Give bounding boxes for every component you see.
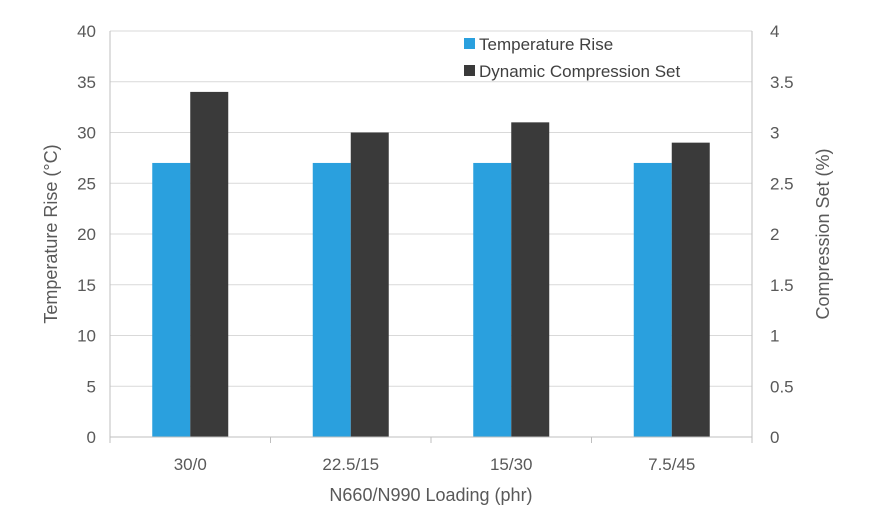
y-axis-title: Temperature Rise (°C) (41, 144, 61, 323)
y-tick-label: 15 (77, 276, 96, 295)
y-tick-label: 30 (77, 124, 96, 143)
axes (109, 31, 753, 443)
x-axis-title: N660/N990 Loading (phr) (329, 485, 532, 505)
y2-tick-label: 1 (770, 327, 779, 346)
y2-tick-label: 4 (770, 22, 779, 41)
y-tick-label: 40 (77, 22, 96, 41)
bars (152, 91, 710, 438)
y2-tick-label: 2.5 (770, 174, 794, 193)
y2-tick-label: 0.5 (770, 377, 794, 396)
bar-dynamic-compression-set (511, 122, 550, 437)
bar-dynamic-compression-set (350, 132, 389, 437)
bar-dynamic-compression-set (190, 91, 229, 438)
legend: Temperature Rise Dynamic Compression Set (464, 35, 681, 81)
y2-tick-label: 3 (770, 124, 779, 143)
x-axis-tick-labels: 30/0 22.5/15 15/30 7.5/45 (174, 455, 696, 474)
legend-swatch-temperature-rise (464, 38, 475, 49)
bar-temperature-rise (152, 162, 191, 437)
right-axis-tick-labels: 0 0.5 1 1.5 2 2.5 3 3.5 4 (770, 22, 794, 447)
legend-label-temperature-rise: Temperature Rise (479, 35, 613, 54)
y2-tick-label: 1.5 (770, 276, 794, 295)
y-tick-label: 5 (87, 377, 96, 396)
y2-tick-label: 0 (770, 428, 779, 447)
y-tick-label: 25 (77, 174, 96, 193)
bar-temperature-rise (473, 162, 512, 437)
bar-dynamic-compression-set (671, 142, 710, 437)
x-tick-label: 22.5/15 (322, 455, 379, 474)
y2-tick-label: 3.5 (770, 73, 794, 92)
bar-temperature-rise (312, 162, 351, 437)
legend-label-dynamic-compression-set: Dynamic Compression Set (479, 62, 681, 81)
x-tick-label: 30/0 (174, 455, 207, 474)
y-tick-label: 20 (77, 225, 96, 244)
bar-temperature-rise (633, 162, 672, 437)
y-tick-label: 0 (87, 428, 96, 447)
x-tick-label: 15/30 (490, 455, 533, 474)
y-tick-label: 35 (77, 73, 96, 92)
y-tick-label: 10 (77, 327, 96, 346)
y2-axis-title: Compression Set (%) (813, 148, 833, 319)
legend-swatch-dynamic-compression-set (464, 65, 475, 76)
x-tick-label: 7.5/45 (648, 455, 695, 474)
left-axis-tick-labels: 0 5 10 15 20 25 30 35 40 (77, 22, 96, 447)
y2-tick-label: 2 (770, 225, 779, 244)
